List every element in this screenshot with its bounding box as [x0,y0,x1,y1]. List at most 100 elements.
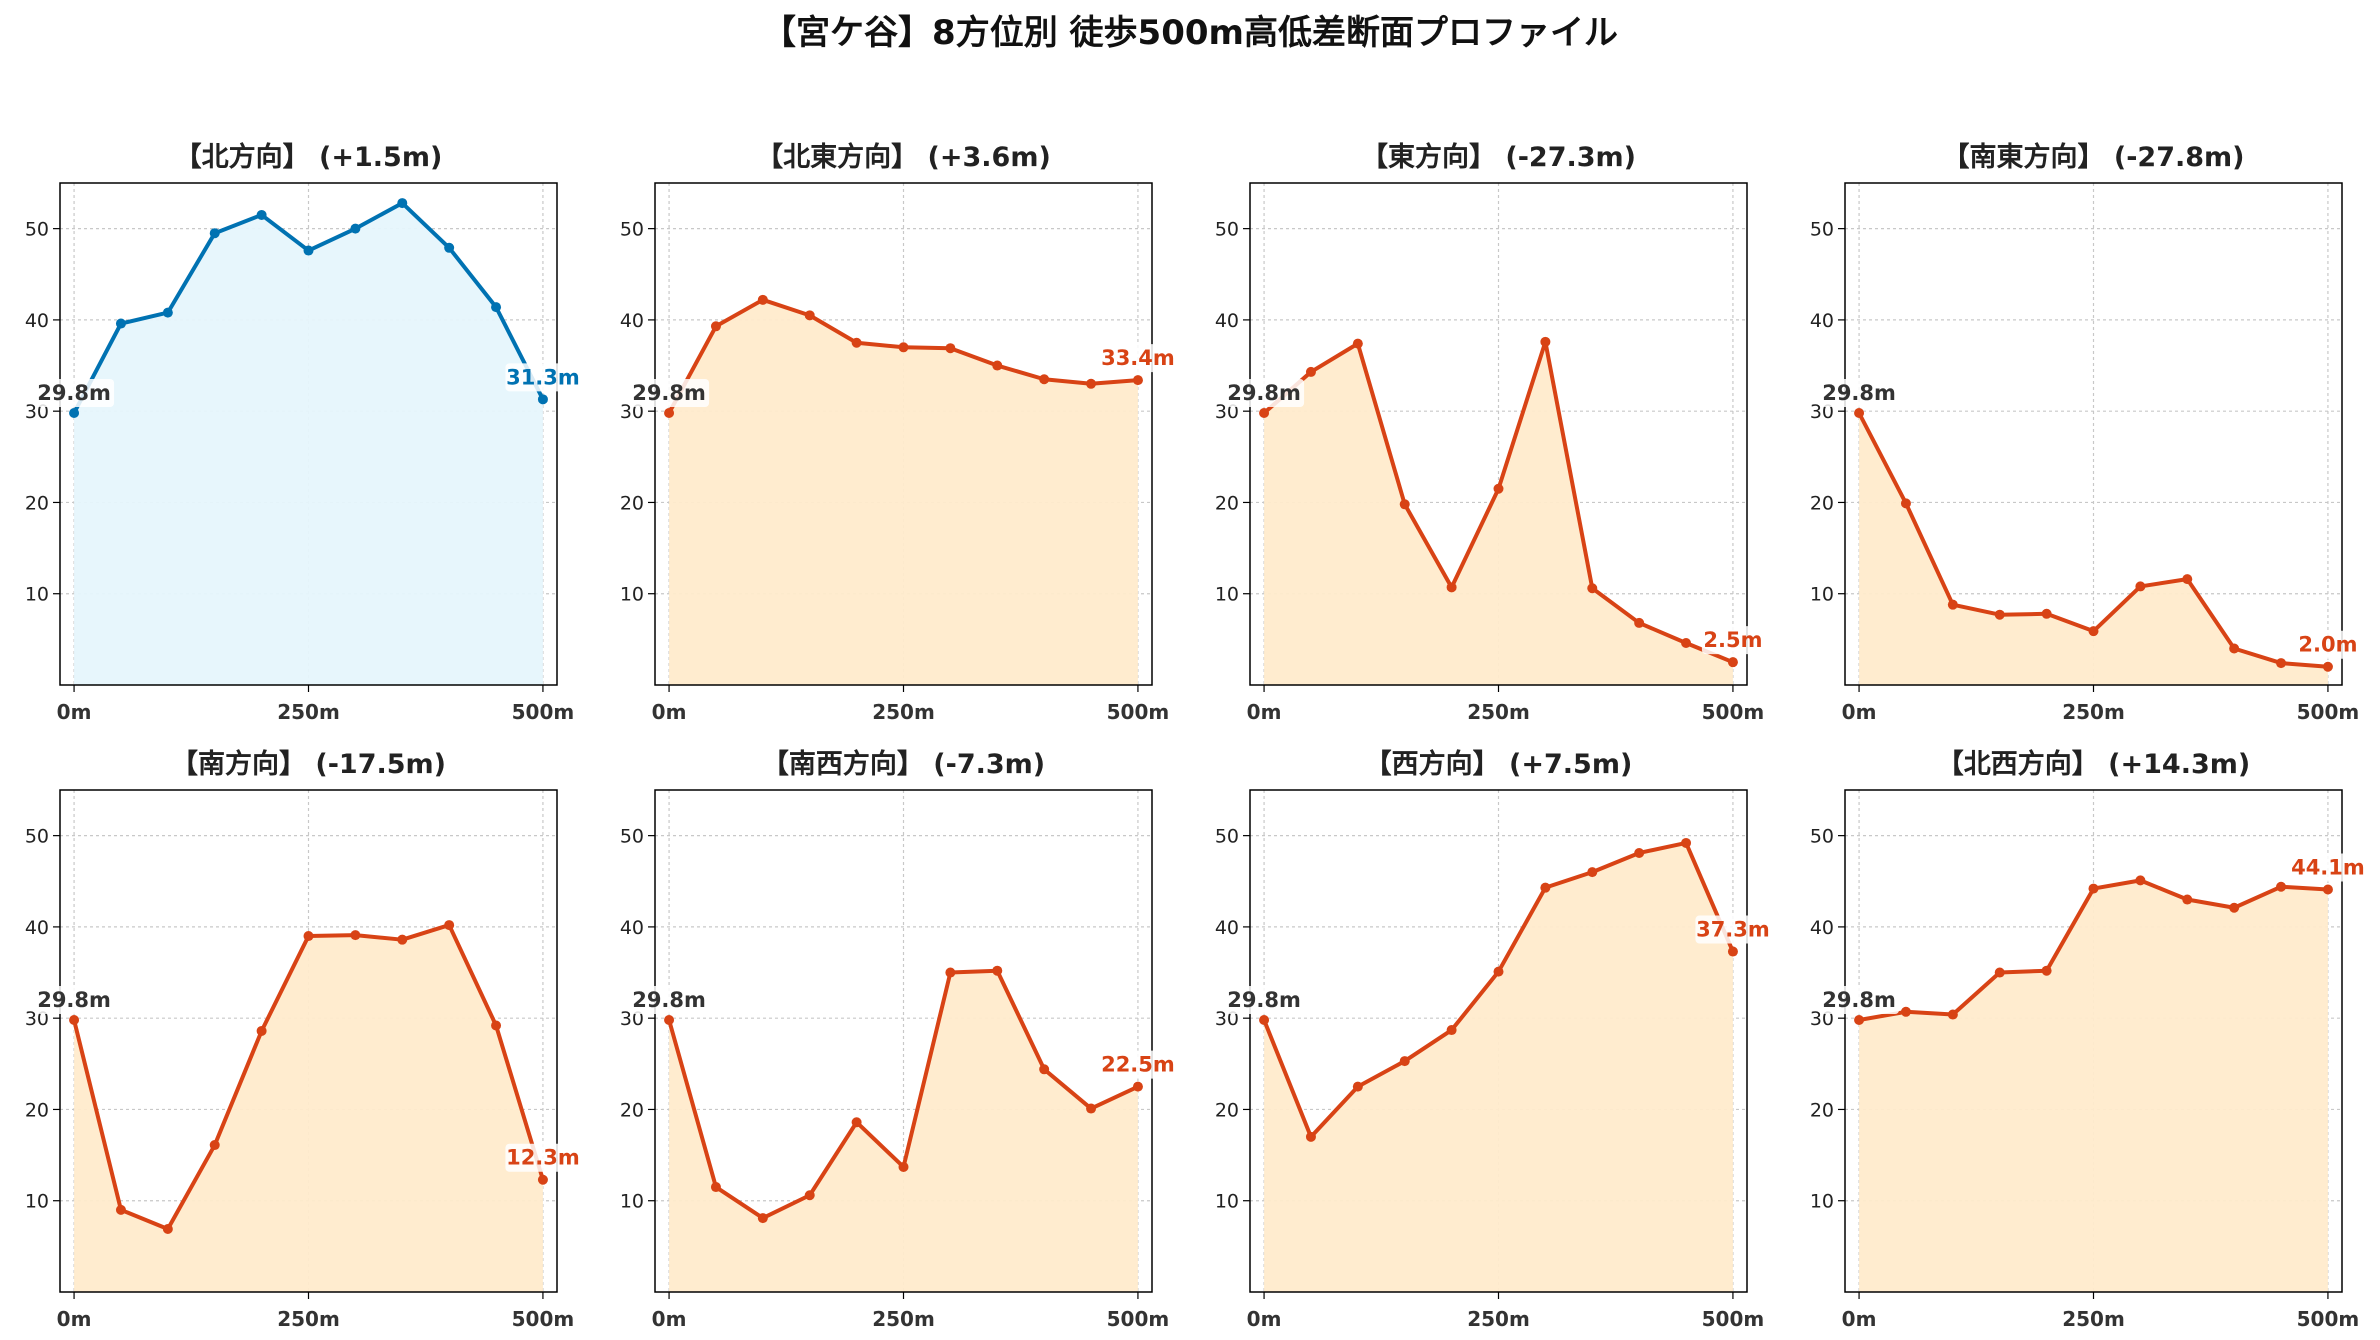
start-label-background [36,986,115,1015]
end-elevation-label: 2.0m [2298,633,2357,657]
profile-point [804,310,815,321]
profile-point [1259,1015,1270,1026]
x-tick-label: 500m [1107,1307,1170,1331]
y-tick-label: 50 [1215,219,1239,241]
profile-point [757,1213,768,1224]
x-tick-label: 500m [1702,700,1765,724]
profile-point [1854,1015,1865,1026]
x-tick-label: 250m [1467,700,1530,724]
profile-point [2276,881,2287,892]
end-elevation-label: 37.3m [1696,918,1770,942]
profile-point [1305,366,1316,377]
profile-point [1587,583,1598,594]
end-label-background [1100,344,1176,373]
subplot-title: 【東方向】 (-27.3m) [1361,141,1636,173]
y-tick-label: 40 [1810,917,1834,939]
profile-point [992,360,1003,371]
x-tick-label: 0m [1247,700,1282,724]
y-tick-label: 50 [25,219,49,241]
subplot-title: 【南東方向】 (-27.8m) [1942,141,2244,173]
y-tick-label: 40 [1215,917,1239,939]
profile-point [757,294,768,305]
profile-point [710,1182,721,1193]
x-tick-label: 0m [57,700,92,724]
start-label-background [631,986,710,1015]
end-label-background [1695,915,1771,944]
profile-point [664,1015,675,1026]
profile-area-fill [669,970,1138,1292]
profile-point [397,198,408,209]
profile-point [1399,1056,1410,1067]
start-label-background [1226,986,1305,1015]
profile-point [1493,483,1504,494]
profile-point [2088,626,2099,637]
profile-point [1259,408,1270,419]
start-elevation-label: 29.8m [1227,988,1301,1012]
start-elevation-label: 29.8m [1227,381,1301,405]
profile-point [2322,884,2333,895]
profile-point [2041,608,2052,619]
start-label-background [1226,379,1305,408]
x-tick-label: 0m [1842,1307,1877,1331]
profile-point [945,343,956,354]
y-tick-label: 10 [1215,584,1239,606]
profile-point [303,245,314,256]
x-tick-label: 500m [2297,700,2360,724]
profile-point [1305,1131,1316,1142]
x-tick-label: 500m [1107,700,1170,724]
profile-area-fill [74,203,543,685]
y-tick-label: 10 [25,1191,49,1213]
profile-point [209,228,220,239]
profile-point [2135,875,2146,886]
y-tick-label: 40 [1810,310,1834,332]
x-tick-label: 500m [512,700,575,724]
profile-point [2182,574,2193,585]
end-label-background [1701,626,1764,655]
x-tick-label: 250m [277,700,340,724]
profile-point [69,1015,80,1026]
y-tick-label: 10 [620,584,644,606]
profile-point [664,408,675,419]
y-tick-label: 20 [620,492,644,514]
end-elevation-label: 12.3m [506,1146,580,1170]
profile-point [1727,657,1738,668]
x-tick-label: 250m [277,1307,340,1331]
start-elevation-label: 29.8m [1822,381,1896,405]
profile-point [1039,1064,1050,1075]
profile-point [851,337,862,348]
profile-area-fill [669,299,1138,685]
y-tick-label: 50 [620,826,644,848]
profile-point [1540,882,1551,893]
y-tick-label: 50 [1810,826,1834,848]
start-elevation-label: 29.8m [1822,988,1896,1012]
profile-point [1132,1081,1143,1092]
profile-point [1681,837,1692,848]
profile-point [115,318,126,329]
profile-point [350,930,361,941]
y-tick-label: 20 [25,1099,49,1121]
y-tick-label: 40 [25,917,49,939]
profile-point [162,1224,173,1235]
profile-point [2041,965,2052,976]
y-tick-label: 20 [620,1099,644,1121]
profile-point [710,321,721,332]
y-tick-label: 10 [25,584,49,606]
end-label-background [505,1143,581,1172]
profile-area-fill [1859,880,2328,1292]
profile-point [898,1161,909,1172]
x-tick-label: 250m [2062,700,2125,724]
profile-point [1446,582,1457,593]
end-elevation-label: 31.3m [506,365,580,389]
y-tick-label: 40 [1215,310,1239,332]
profile-point [537,1174,548,1185]
x-tick-label: 0m [652,1307,687,1331]
end-elevation-label: 22.5m [1101,1053,1175,1077]
y-tick-label: 40 [620,310,644,332]
profile-point [992,965,1003,976]
x-tick-label: 0m [652,700,687,724]
